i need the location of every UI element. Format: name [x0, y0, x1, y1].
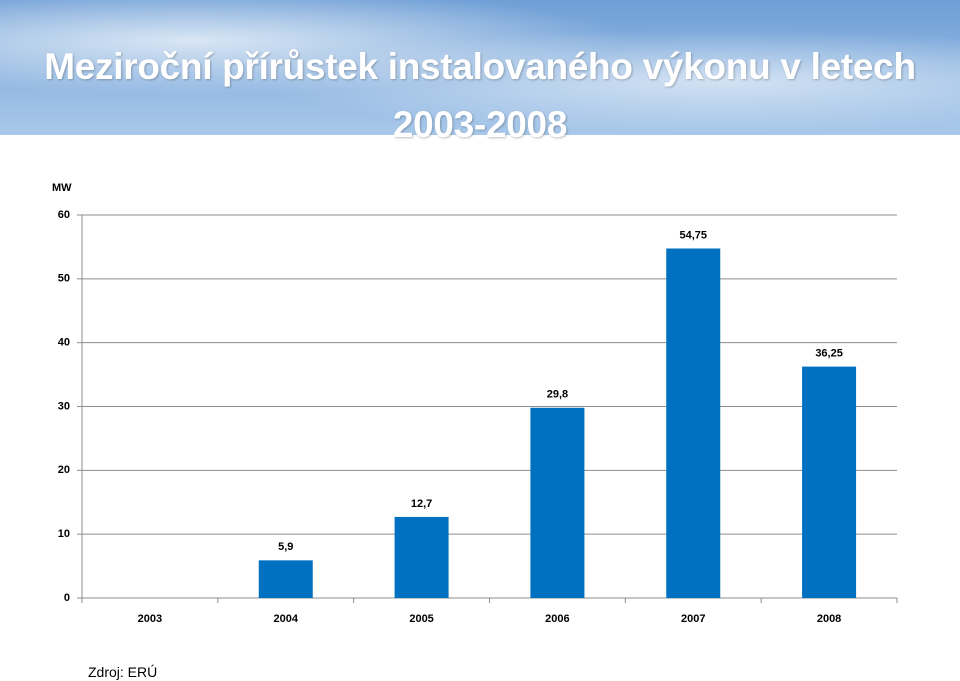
bar [394, 516, 449, 598]
y-tick-label: 10 [58, 528, 70, 540]
x-tick-label: 2007 [681, 613, 705, 625]
x-tick-label: 2008 [817, 613, 841, 625]
bar [666, 248, 721, 598]
x-tick-label: 2005 [409, 613, 433, 625]
source: Zdroj: ERÚ [88, 664, 158, 680]
x-tick-label: 2004 [274, 613, 299, 625]
y-axis-label: MW [52, 182, 72, 194]
x-tick-label: 2006 [545, 613, 569, 625]
bar [802, 366, 857, 598]
slide-title: Meziroční přírůstek instalovaného výkonu… [44, 46, 916, 145]
chart: MW 0 10 20 30 40 50 60 2003 2004 5,9 2005 12,7 2006 2… [52, 182, 898, 625]
y-tick-label: 60 [58, 209, 70, 221]
bar [530, 407, 585, 598]
data-label: 54,75 [679, 229, 707, 241]
y-tick-label: 30 [58, 400, 70, 412]
data-label: 29,8 [547, 389, 568, 401]
y-tick-label: 20 [58, 464, 70, 476]
header-background [0, 0, 960, 135]
y-tick-label: 40 [58, 337, 70, 349]
y-tick-label: 0 [64, 592, 70, 604]
bar [258, 560, 313, 598]
y-tick-label: 50 [58, 273, 70, 285]
x-tick-label: 2003 [138, 613, 162, 625]
data-label: 36,25 [815, 348, 843, 360]
data-label: 5,9 [278, 541, 293, 553]
data-label: 12,7 [411, 498, 432, 510]
